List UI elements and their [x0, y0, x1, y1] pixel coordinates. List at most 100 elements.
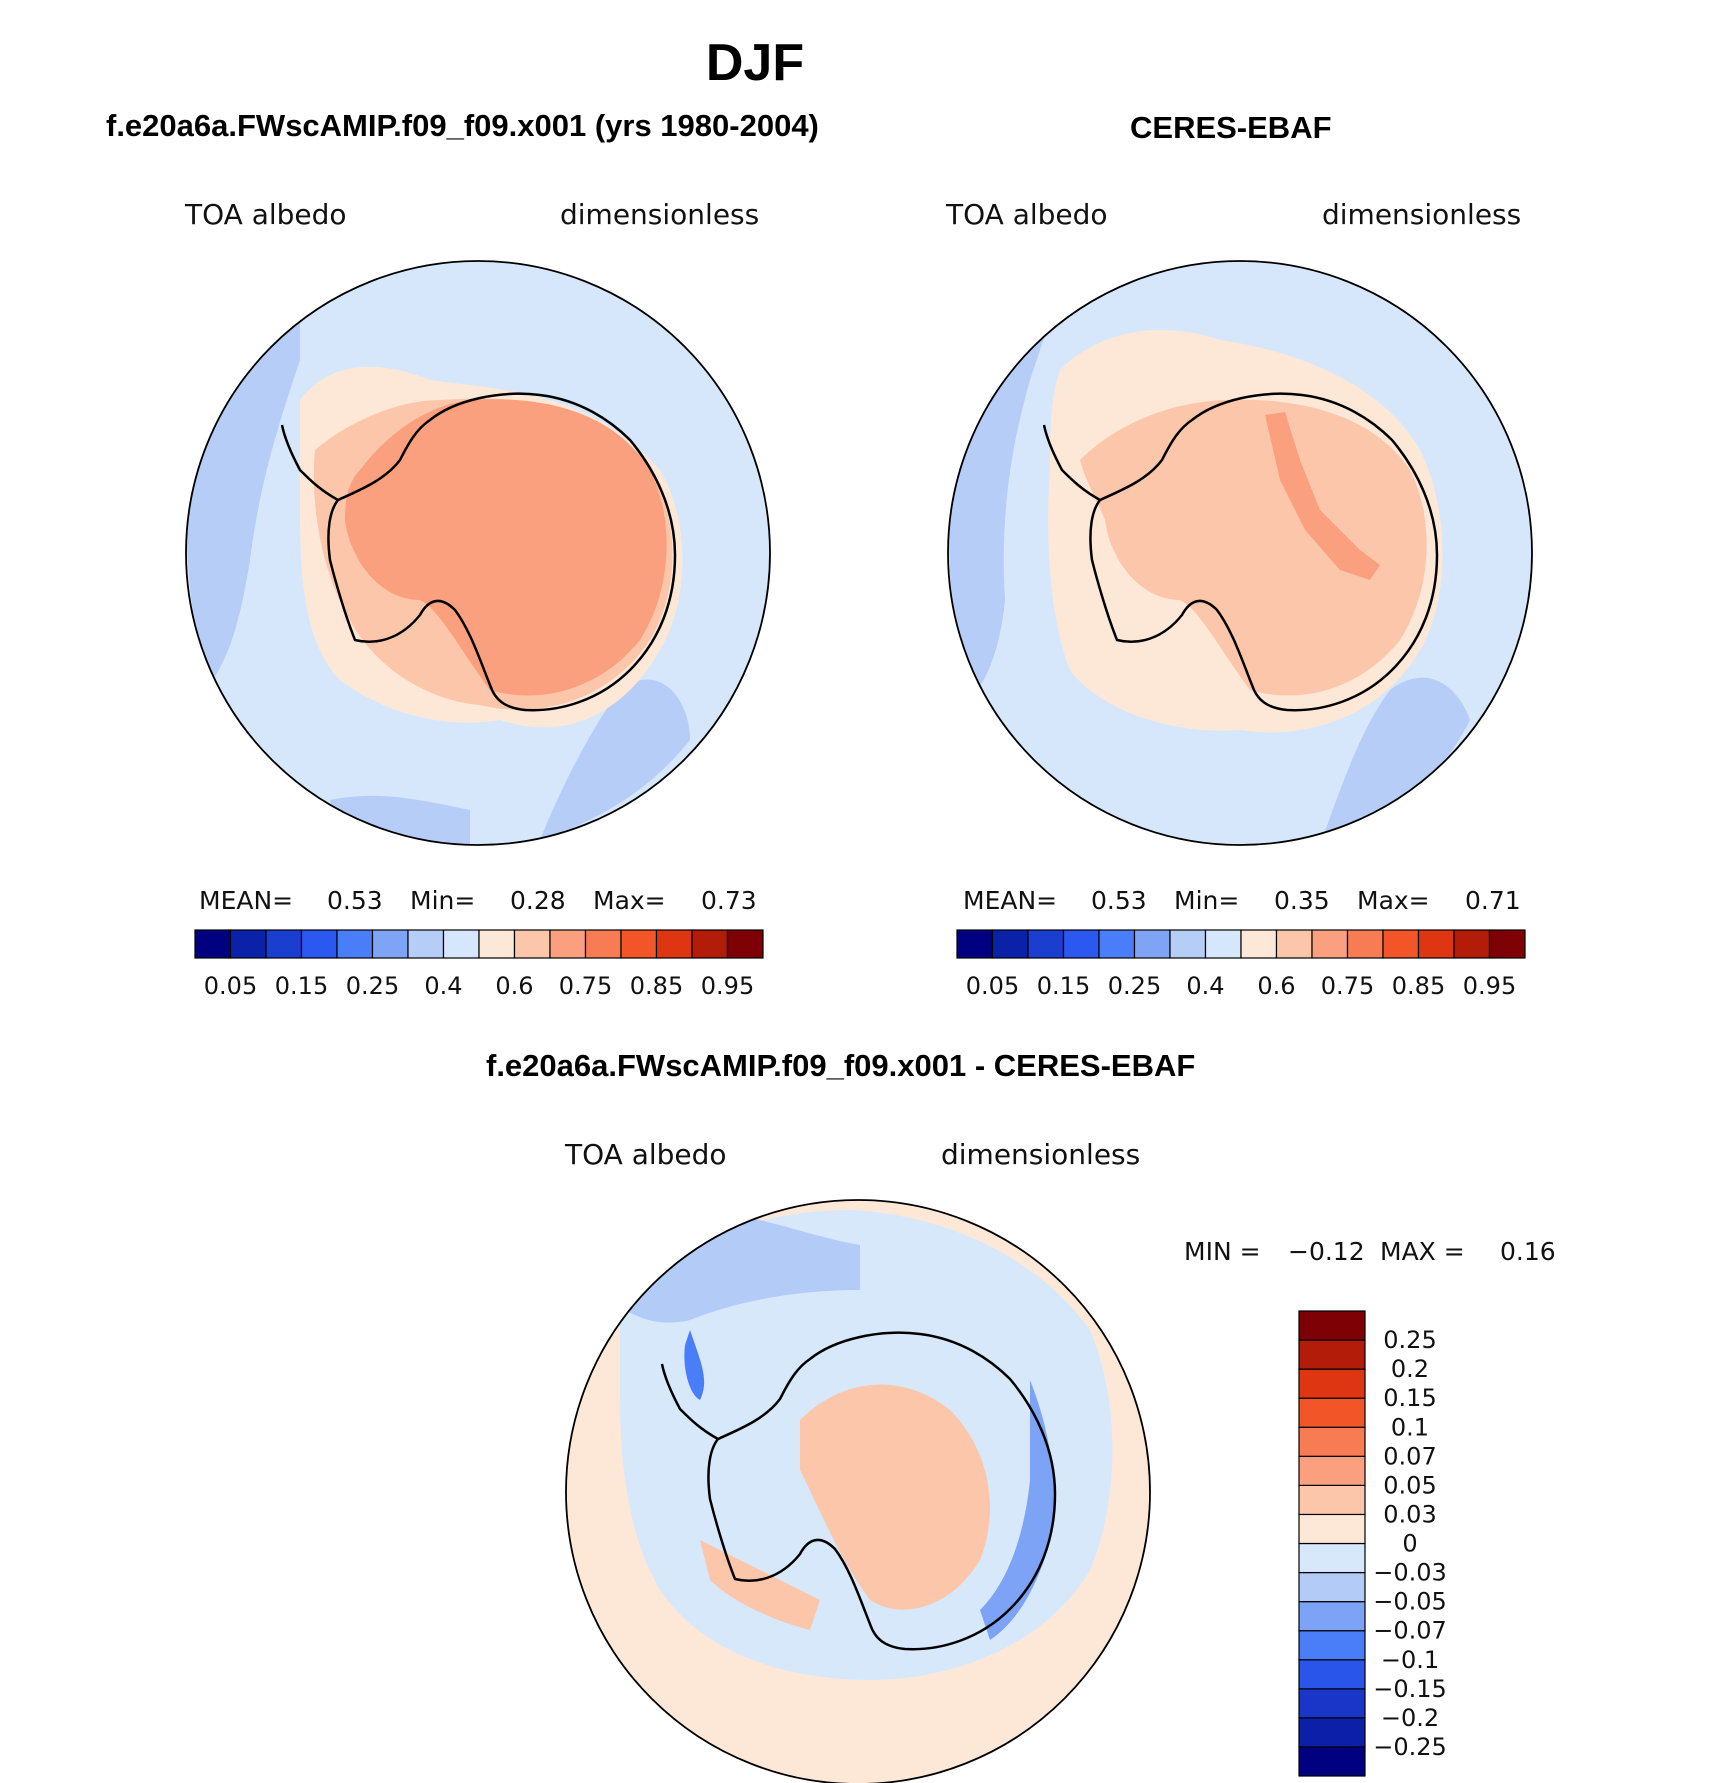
panel-1-min-label: Min= [410, 886, 476, 915]
colorbar-swatch [1098, 929, 1136, 959]
colorbar-swatch [442, 929, 480, 959]
main-title: DJF [705, 34, 805, 92]
panel-1-max-label: Max= [593, 886, 666, 915]
panel-2-mean-label: MEAN= [963, 886, 1058, 915]
colorbar-swatch [1298, 1426, 1366, 1457]
colorbar-swatch [1275, 929, 1313, 959]
colorbar-tick-label: 0.15 [1383, 1384, 1436, 1412]
ice-sheet-albedo [1080, 399, 1427, 696]
colorbar-swatch [691, 929, 729, 959]
colorbar-tick-label: 0.05 [204, 972, 257, 1000]
panel-1-max-value: 0.73 [701, 886, 757, 915]
colorbar-swatch [371, 929, 409, 959]
colorbar-swatch [1488, 929, 1526, 959]
colorbar-tick-label: 0.05 [966, 972, 1019, 1000]
antarctica-coastline [707, 1331, 1057, 1651]
colorbar-swatch [1298, 1571, 1366, 1603]
colorbar-swatch [194, 929, 232, 959]
colorbar-swatch [1298, 1717, 1366, 1748]
colorbar-swatch [1298, 1746, 1366, 1777]
colorbar-tick-label: 0.2 [1391, 1355, 1429, 1383]
panel-3-variable-label: TOA albedo [565, 1138, 727, 1171]
colorbar-tick-label: 0.95 [1463, 972, 1516, 1000]
panel-1-variable-label: TOA albedo [185, 198, 347, 231]
colorbar-swatch [1298, 1601, 1366, 1632]
colorbar-tick-label: 0.1 [1391, 1413, 1429, 1441]
colorbar-tick-label: −0.15 [1373, 1675, 1447, 1703]
colorbar-swatch [1298, 1310, 1366, 1341]
colorbar-swatch [549, 929, 587, 959]
antarctic-peninsula [660, 1363, 719, 1441]
colorbar-tick-label: 0.4 [1186, 972, 1224, 1000]
colorbar-tick-label: 0.05 [1383, 1471, 1436, 1499]
panel-1-title: f.e20a6a.FWscAMIP.f09_f09.x001 (yrs 1980… [106, 108, 819, 143]
panel-3-min-value: −0.12 [1288, 1237, 1365, 1266]
colorbar-swatch [1204, 929, 1242, 959]
colorbar-swatch [1298, 1455, 1366, 1486]
map-border [565, 1199, 1151, 1783]
map-border [947, 260, 1533, 846]
panel-3-title: f.e20a6a.FWscAMIP.f09_f09.x001 - CERES-E… [486, 1048, 1196, 1083]
colorbar-swatch [1298, 1339, 1366, 1370]
colorbar-swatch [726, 929, 764, 959]
colorbar-swatch [620, 929, 658, 959]
colorbar-swatch [336, 929, 374, 959]
colorbar-tick-label: 0.85 [630, 972, 683, 1000]
antarctic-peninsula [280, 424, 339, 502]
colorbar-swatch [1298, 1542, 1366, 1574]
colorbar-tick-label: 0.85 [1392, 972, 1445, 1000]
colorbar-tick-label: 0.75 [1321, 972, 1374, 1000]
colorbar-swatch [1417, 929, 1455, 959]
positive-difference-interior [800, 1384, 990, 1610]
colorbar-swatch [1027, 929, 1065, 959]
panel-3-max-value: 0.16 [1500, 1237, 1556, 1266]
colorbar-swatch [229, 929, 267, 959]
colorbar-swatch [1298, 1659, 1366, 1690]
panel-2-map [947, 260, 1533, 846]
plateau-high-albedo-ridge [1265, 412, 1380, 580]
antarctica-coastline [327, 392, 677, 712]
panel-2-units-label: dimensionless [1322, 198, 1522, 231]
colorbar-swatch [300, 929, 338, 959]
colorbar-tick-label: −0.2 [1381, 1704, 1439, 1732]
colorbar-tick-label: 0.6 [495, 972, 533, 1000]
colorbar-tick-label: 0.15 [1037, 972, 1090, 1000]
panel-2-title: CERES-EBAF [1130, 110, 1332, 145]
colorbar-swatch [991, 929, 1029, 959]
colorbar-swatch [1169, 929, 1207, 959]
colorbar-swatch [1346, 929, 1384, 959]
colorbar-swatch [584, 929, 622, 959]
panel-1-colorbar: 0.05 0.15 0.25 0.4 0.6 0.75 0.85 0.95 [194, 929, 764, 1000]
colorbar-swatch [1298, 1688, 1366, 1719]
panel-2-min-value: 0.35 [1274, 886, 1330, 915]
colorbar-swatch [956, 929, 994, 959]
panel-3-max-label: MAX = [1380, 1237, 1465, 1266]
colorbar-swatch [1382, 929, 1420, 959]
low-albedo-patch-south [540, 679, 690, 840]
colorbar-swatch [655, 929, 693, 959]
colorbar-tick-label: −0.25 [1373, 1733, 1447, 1761]
panel-3-min-label: MIN = [1184, 1237, 1261, 1266]
colorbar-swatch [1298, 1484, 1366, 1516]
antarctica-coastline [1089, 392, 1439, 712]
difference-colorbar: 0.250.20.150.10.070.050.030−0.03−0.05−0.… [1298, 1310, 1447, 1777]
colorbar-tick-label: 0.75 [559, 972, 612, 1000]
colorbar-swatch [265, 929, 303, 959]
panel-2-max-label: Max= [1357, 886, 1430, 915]
colorbar-tick-label: 0.4 [424, 972, 462, 1000]
colorbar-tick-label: −0.07 [1373, 1617, 1447, 1645]
colorbar-tick-label: 0.95 [701, 972, 754, 1000]
colorbar-tick-label: 0.03 [1383, 1500, 1436, 1528]
panel-2-variable-label: TOA albedo [946, 198, 1108, 231]
colorbar-tick-label: −0.05 [1373, 1588, 1447, 1616]
panel-2-mean-value: 0.53 [1091, 886, 1147, 915]
colorbar-swatch [1298, 1368, 1366, 1399]
colorbar-tick-label: 0.25 [1383, 1326, 1436, 1354]
panel-3-map [565, 1199, 1151, 1783]
colorbar-swatch [1311, 929, 1349, 959]
panel-2-colorbar: 0.05 0.15 0.25 0.4 0.6 0.75 0.85 0.95 [956, 929, 1526, 1000]
colorbar-tick-label: 0.25 [346, 972, 399, 1000]
colorbar-swatch [513, 929, 551, 959]
low-albedo-patch-south [1320, 677, 1470, 845]
